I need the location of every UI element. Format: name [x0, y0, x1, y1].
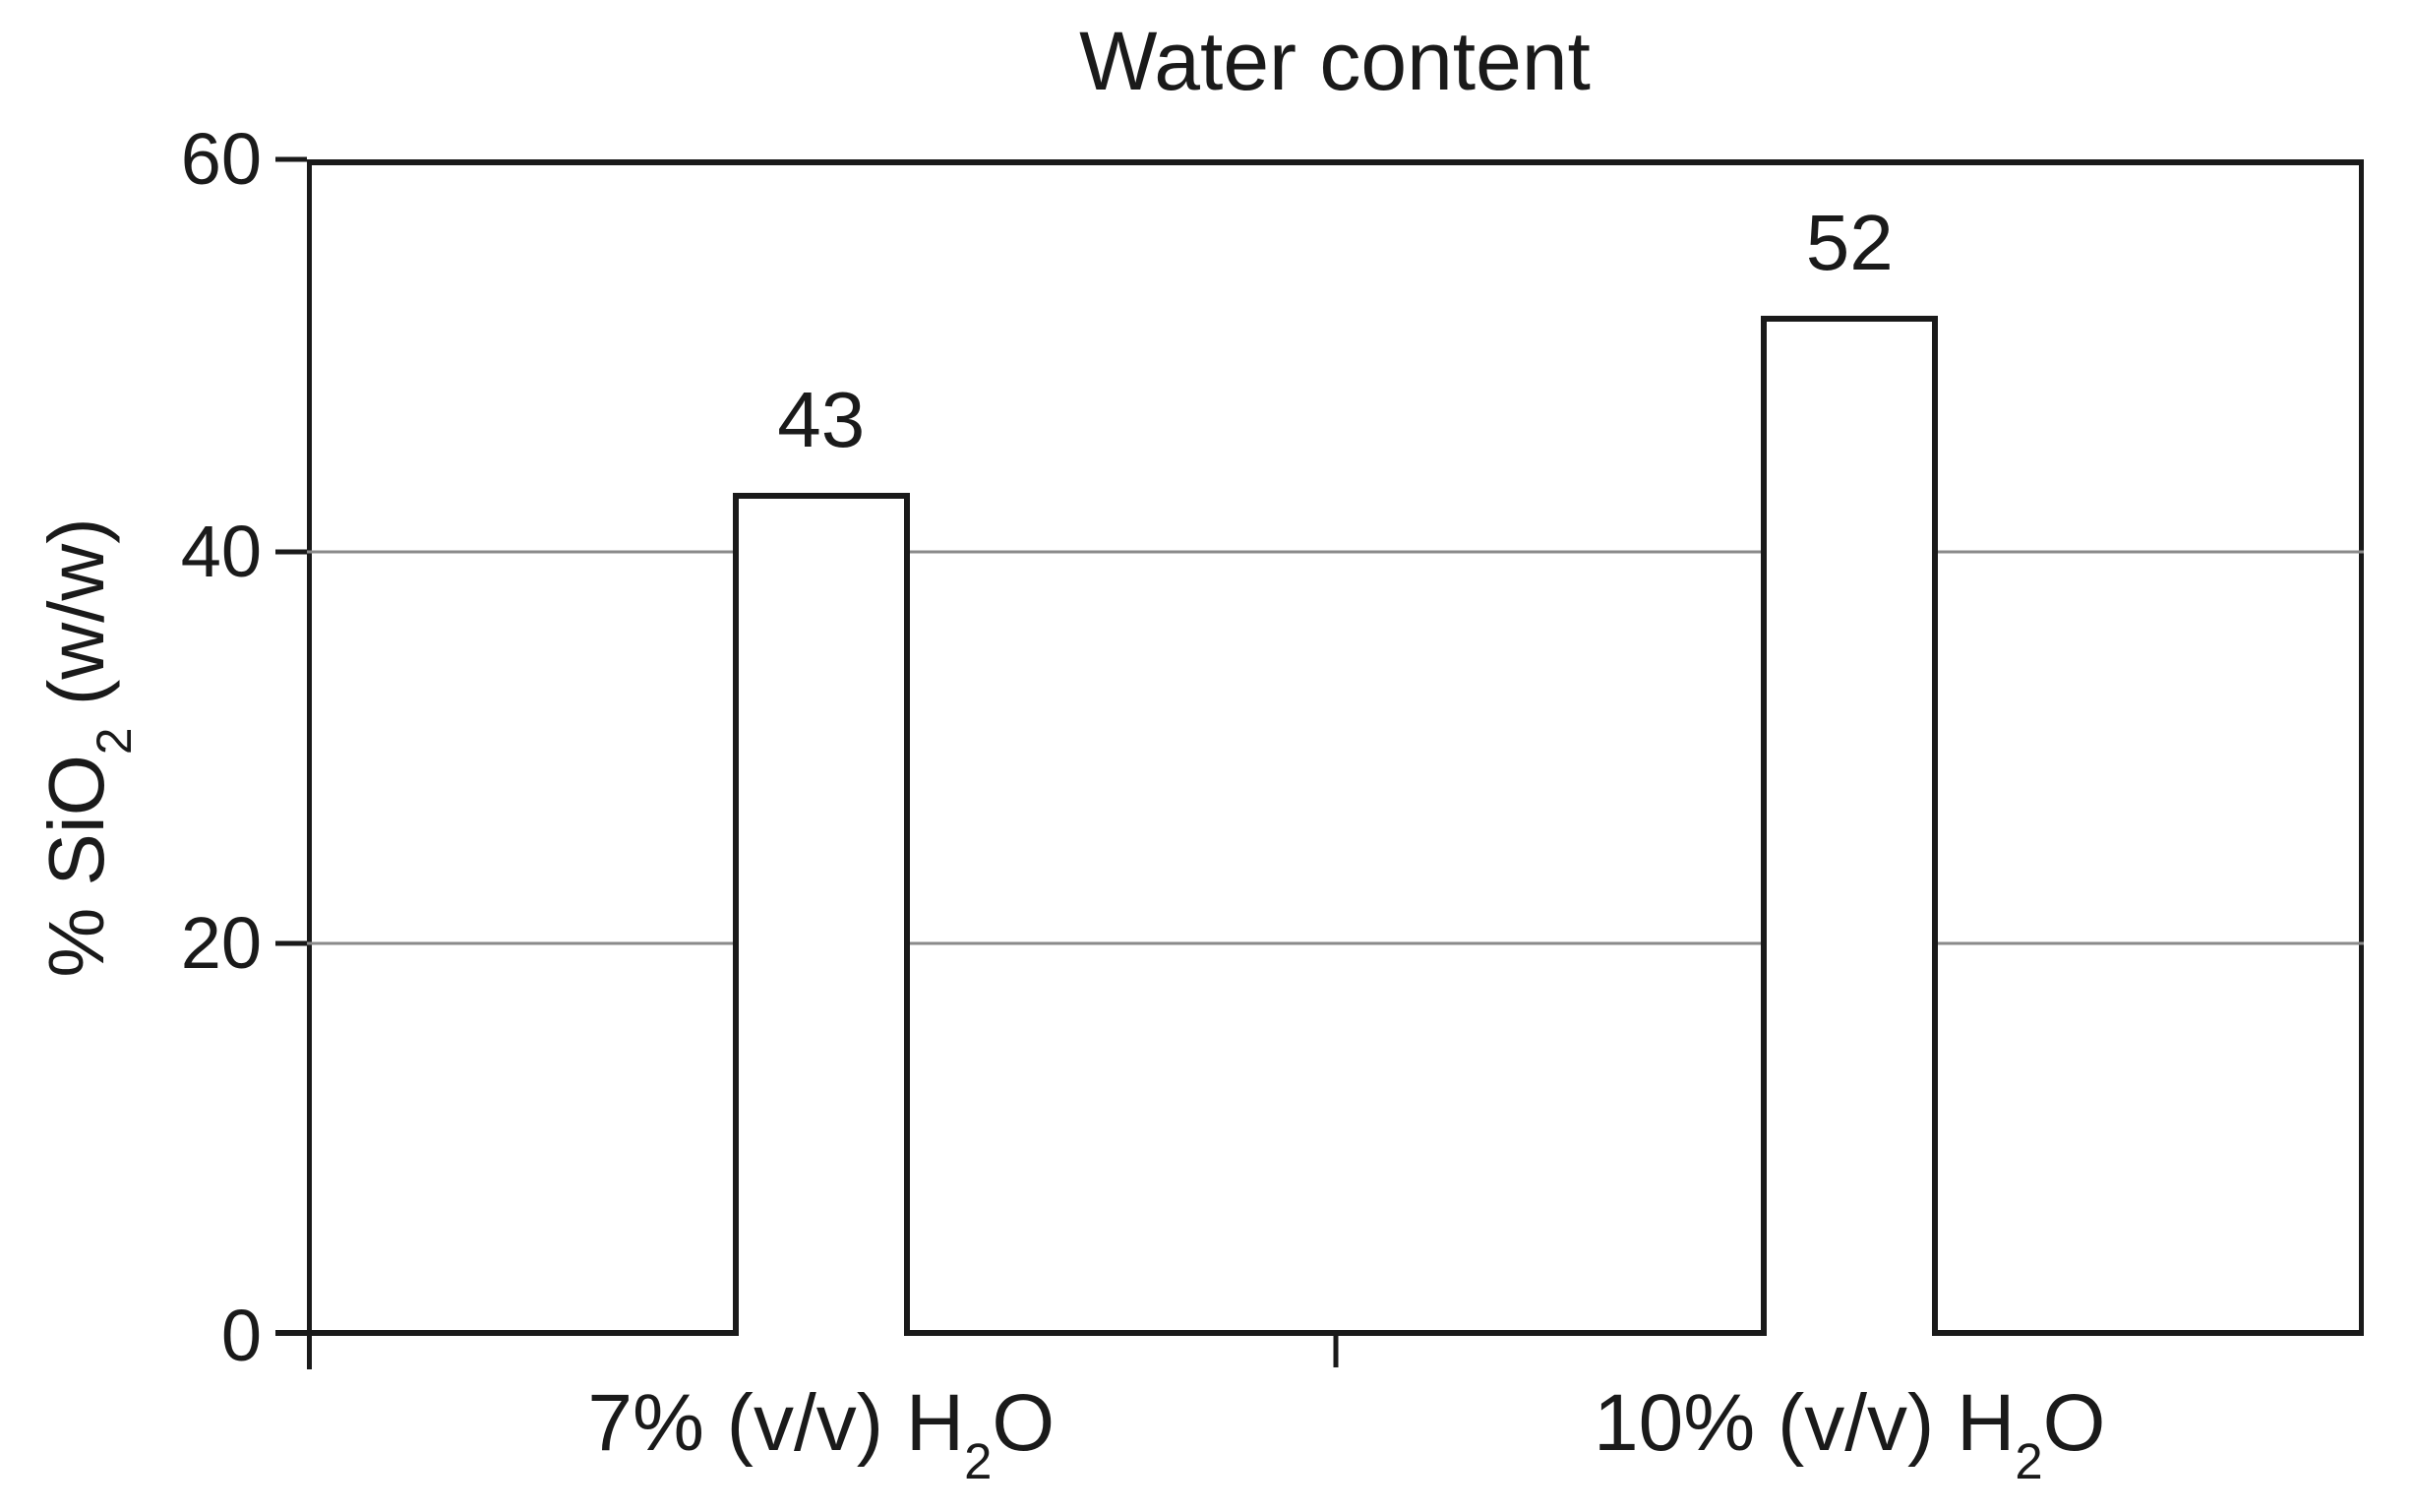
x-category-label-7pct: 7% (v/v) H2O	[587, 1378, 1056, 1485]
y-tick-label-40: 40	[180, 510, 262, 592]
y-tick-60	[275, 156, 307, 162]
axis-top-border	[307, 159, 2364, 165]
x-axis-line	[275, 1330, 2364, 1336]
x-category-label-7pct-text: 7% (v/v) H	[587, 1378, 965, 1468]
y-tick-label-20: 20	[180, 902, 262, 985]
y-tick-label-0: 0	[220, 1295, 262, 1376]
y-tick-label-60: 60	[180, 118, 262, 200]
x-category-label-10pct: 10% (v/v) H2O	[1594, 1378, 2106, 1485]
y-axis-title: % SiO2 (w/w)	[32, 517, 142, 978]
bar-value-label-10pct: 52	[1805, 199, 1894, 287]
y-axis-title-text: % SiO	[32, 755, 120, 978]
gridline-20	[307, 941, 2364, 945]
chart-title: Water content	[1079, 15, 1591, 107]
x-category-label-7pct-subscript: 2	[964, 1432, 993, 1489]
bar-value-label-7pct: 43	[777, 375, 866, 463]
x-category-label-10pct-subscript: 2	[2015, 1432, 2043, 1489]
axis-right-border	[2359, 159, 2364, 1336]
y-axis-line	[307, 159, 312, 1369]
plot-area: 0 20 40 60 43 52 7% (v/v) H2O 10% (v/v) H2O	[181, 123, 2364, 1485]
x-category-label-10pct-text: 10% (v/v) H	[1594, 1378, 2016, 1468]
y-tick-40	[275, 549, 307, 555]
y-axis-title-subscript: 2	[86, 727, 142, 756]
x-axis-mid-tick	[1333, 1336, 1338, 1367]
bar-group-10pct: 52	[1761, 204, 1939, 1336]
bar-10pct	[1761, 316, 1939, 1336]
bar-group-7pct: 43	[732, 380, 910, 1336]
x-category-label-10pct-suffix: O	[2042, 1378, 2106, 1468]
y-axis-title-suffix: (w/w)	[32, 517, 120, 728]
gridline-40	[307, 550, 2364, 554]
y-tick-20	[275, 940, 307, 946]
bar-7pct	[732, 492, 910, 1336]
x-category-label-7pct-suffix: O	[992, 1378, 1056, 1468]
